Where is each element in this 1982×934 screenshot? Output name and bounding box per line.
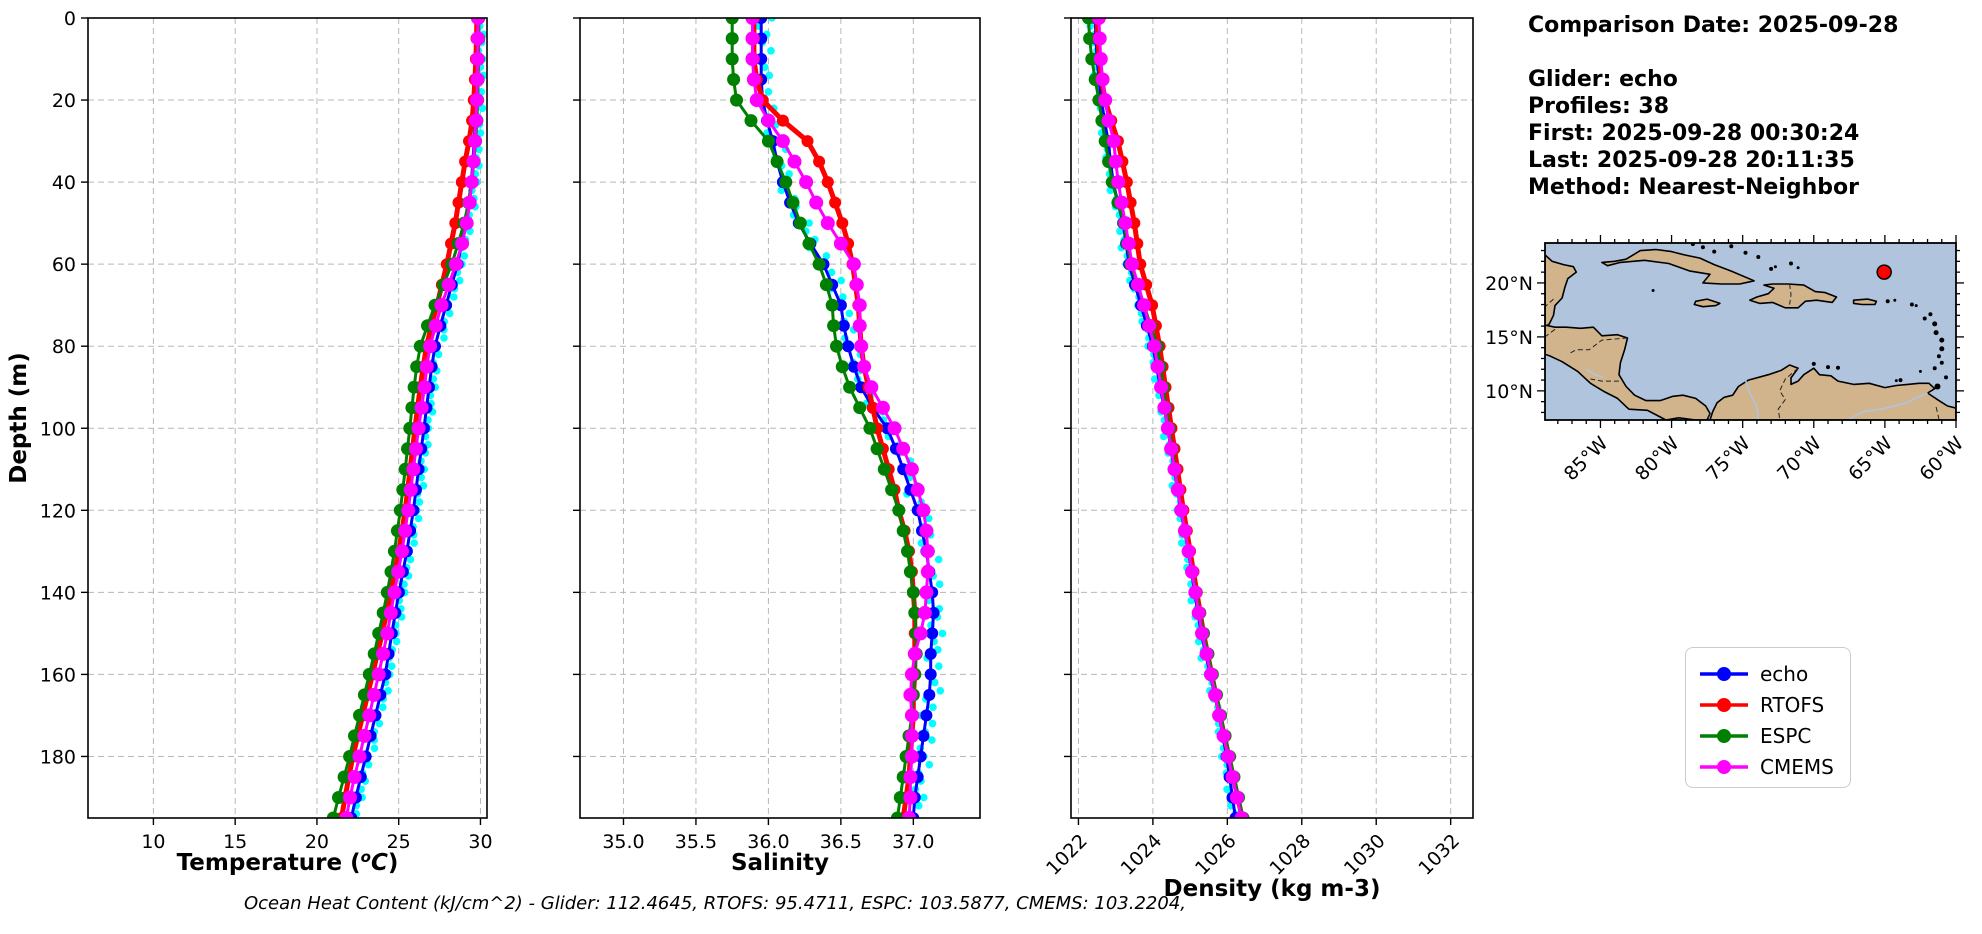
legend-item-CMEMS: CMEMS (1698, 751, 1850, 782)
svg-text:10: 10 (141, 831, 165, 853)
svg-text:1022: 1022 (1042, 830, 1092, 880)
header-info-block: Comparison Date: 2025-09-28 Glider: echo… (1528, 12, 1898, 201)
legend-label: RTOFS (1760, 692, 1825, 717)
svg-text:1032: 1032 (1414, 830, 1464, 880)
temperature-series-CMEMS (339, 18, 485, 818)
depth-axis-label: Depth (m) (6, 352, 32, 484)
first-profile-time: First: 2025-09-28 00:30:24 (1528, 121, 1860, 146)
salinity-axis-label: Salinity (731, 850, 829, 876)
svg-text:15°N: 15°N (1485, 327, 1533, 349)
legend-marker-echo (1700, 666, 1748, 681)
svg-text:10°N: 10°N (1485, 381, 1533, 403)
svg-text:20: 20 (52, 90, 76, 112)
svg-text:1026: 1026 (1191, 830, 1241, 880)
glider-name: Glider: echo (1528, 67, 1678, 92)
svg-text:160: 160 (40, 664, 76, 686)
legend-label: echo (1760, 661, 1809, 686)
temperature-x-ticks: 10 15 20 25 30 (141, 818, 493, 853)
density-axis-label: Density (kg m-3) (1164, 876, 1381, 902)
temperature-series-RTOFS (335, 18, 483, 818)
map-small-islands (1651, 243, 1948, 390)
svg-text:80°W: 80°W (1631, 432, 1684, 485)
salinity-series-ESPC (725, 18, 923, 818)
salinity-x-ticks: 35.0 35.5 36.0 36.5 37.0 (602, 818, 934, 853)
svg-text:15: 15 (223, 831, 247, 853)
temperature-y-ticks: 0 20 40 60 80 100 120 140 160 180 (40, 8, 88, 768)
density-series-CMEMS (1091, 18, 1249, 818)
map-country-borders (1545, 283, 1940, 420)
svg-text:120: 120 (40, 500, 76, 522)
legend-item-ESPC: ESPC (1698, 720, 1850, 751)
svg-text:20°N: 20°N (1485, 273, 1533, 295)
location-map-inset: 85°W 80°W 75°W 70°W 65°W 60°W 20°N 15°N 10°N (1485, 235, 1968, 485)
legend: echo RTOFS ESPC CMEMS (1685, 647, 1851, 788)
svg-text:20: 20 (305, 831, 329, 853)
legend-marker-ESPC (1700, 728, 1748, 743)
map-rivers (1585, 368, 1928, 420)
svg-text:60: 60 (52, 254, 76, 276)
legend-item-RTOFS: RTOFS (1698, 689, 1850, 720)
svg-text:140: 140 (40, 582, 76, 604)
density-x-ticks: 1022 1024 1026 1028 1030 1032 (1042, 818, 1464, 880)
glider-position-marker (1876, 264, 1892, 280)
svg-text:80: 80 (52, 336, 76, 358)
svg-text:37.0: 37.0 (892, 831, 934, 853)
temperature-axis-label: Temperature (oC) (177, 848, 399, 876)
last-profile-time: Last: 2025-09-28 20:11:35 (1528, 148, 1855, 173)
temperature-frame (87, 17, 488, 819)
density-frame (1070, 17, 1474, 819)
svg-text:35.0: 35.0 (602, 831, 644, 853)
svg-text:1030: 1030 (1340, 830, 1390, 880)
svg-text:100: 100 (40, 418, 76, 440)
legend-marker-RTOFS (1700, 697, 1748, 712)
legend-label: CMEMS (1760, 754, 1834, 779)
map-ticks (1537, 235, 1964, 428)
legend-label: ESPC (1760, 723, 1812, 748)
svg-text:0: 0 (64, 8, 76, 30)
svg-text:25: 25 (387, 831, 411, 853)
temperature-plot: 10 15 20 25 30 0 20 40 60 80 100 120 140 160 180 Temper… (40, 8, 493, 876)
svg-text:30: 30 (468, 831, 492, 853)
comparison-date: Comparison Date: 2025-09-28 (1528, 13, 1899, 38)
ocean-heat-content-note: Ocean Heat Content (kJ/cm^2) - Glider: 1… (243, 893, 1186, 914)
density-y-ticks (1064, 17, 1071, 758)
svg-text:35.5: 35.5 (675, 831, 717, 853)
density-grid (1071, 18, 1473, 818)
profile-count: Profiles: 38 (1528, 94, 1670, 119)
svg-text:75°W: 75°W (1702, 432, 1755, 485)
salinity-plot: 35.0 35.5 36.0 36.5 37.0 Salinity (573, 17, 981, 876)
svg-text:36.0: 36.0 (747, 831, 789, 853)
svg-text:40: 40 (52, 172, 76, 194)
header-spacer (1528, 39, 1898, 66)
map-frame (1544, 242, 1957, 421)
salinity-series-RTOFS (747, 18, 921, 818)
svg-text:1024: 1024 (1117, 830, 1167, 880)
map-land (1545, 248, 1956, 420)
svg-text:Depth (m): Depth (m) (6, 352, 32, 484)
density-series-RTOFS (1091, 18, 1249, 818)
svg-text:1028: 1028 (1265, 830, 1315, 880)
density-plot: 1022 1024 1026 1028 1030 1032 Density (kg m-3) (1042, 17, 1474, 902)
svg-text:65°W: 65°W (1844, 432, 1897, 485)
legend-item-echo: echo (1698, 658, 1850, 689)
salinity-frame (579, 17, 981, 819)
svg-text:70°W: 70°W (1773, 432, 1826, 485)
svg-text:36.5: 36.5 (820, 831, 862, 853)
svg-text:85°W: 85°W (1560, 432, 1613, 485)
legend-marker-CMEMS (1700, 759, 1748, 774)
salinity-y-ticks (573, 17, 580, 758)
svg-text:60°W: 60°W (1915, 432, 1968, 485)
salinity-series-CMEMS (745, 18, 935, 818)
comparison-method: Method: Nearest-Neighbor (1528, 175, 1859, 200)
temperature-series-ESPC (326, 18, 486, 818)
svg-text:180: 180 (40, 746, 76, 768)
